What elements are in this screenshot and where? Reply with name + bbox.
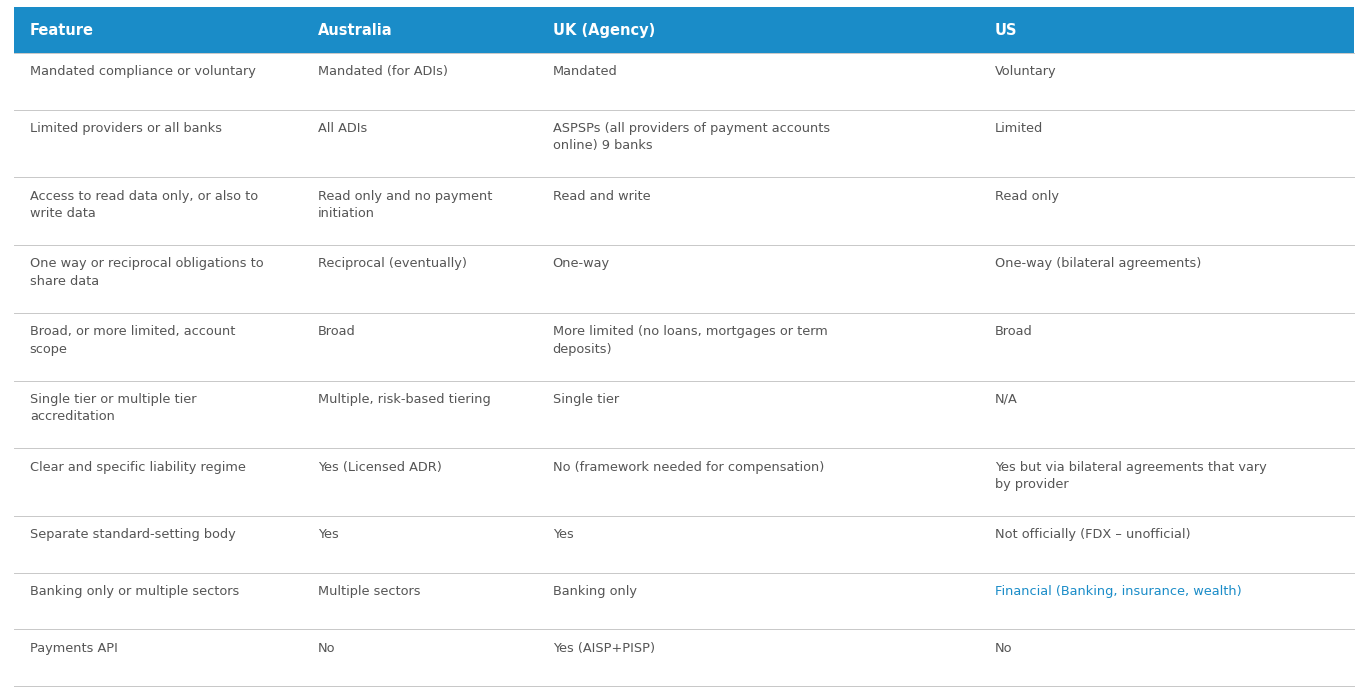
Bar (14, 313, 1354, 380)
Text: Separate standard-setting body: Separate standard-setting body (30, 528, 235, 541)
Text: Mandated (for ADIs): Mandated (for ADIs) (317, 65, 447, 78)
Text: N/A: N/A (995, 393, 1018, 406)
Text: All ADIs: All ADIs (317, 122, 367, 135)
Text: One-way (bilateral agreements): One-way (bilateral agreements) (995, 257, 1201, 270)
Text: Read only: Read only (995, 190, 1059, 203)
Text: Broad: Broad (995, 325, 1033, 338)
Text: Voluntary: Voluntary (995, 65, 1056, 78)
Text: Multiple, risk-based tiering: Multiple, risk-based tiering (317, 393, 491, 406)
Text: Yes (Licensed ADR): Yes (Licensed ADR) (317, 461, 442, 473)
Text: Read and write: Read and write (553, 190, 650, 203)
Text: Mandated compliance or voluntary: Mandated compliance or voluntary (30, 65, 256, 78)
Bar (14, 572, 1354, 629)
Bar (14, 7, 1354, 53)
Text: Clear and specific liability regime: Clear and specific liability regime (30, 461, 246, 473)
Text: No (framework needed for compensation): No (framework needed for compensation) (553, 461, 824, 473)
Text: No: No (995, 642, 1012, 655)
Bar (14, 53, 1354, 109)
Text: Feature: Feature (30, 22, 94, 37)
Bar (14, 245, 1354, 313)
Text: Yes but via bilateral agreements that vary
by provider: Yes but via bilateral agreements that va… (995, 461, 1267, 491)
Text: Yes (AISP+PISP): Yes (AISP+PISP) (553, 642, 655, 655)
Text: Single tier or multiple tier
accreditation: Single tier or multiple tier accreditati… (30, 393, 196, 423)
Text: Single tier: Single tier (553, 393, 618, 406)
Text: Limited: Limited (995, 122, 1044, 135)
Text: Not officially (FDX – unofficial): Not officially (FDX – unofficial) (995, 528, 1190, 541)
Text: One-way: One-way (553, 257, 610, 270)
Text: Yes: Yes (317, 528, 339, 541)
Text: Limited providers or all banks: Limited providers or all banks (30, 122, 222, 135)
Text: Australia: Australia (317, 22, 393, 37)
Text: ASPSPs (all providers of payment accounts
online) 9 banks: ASPSPs (all providers of payment account… (553, 122, 830, 152)
Text: Reciprocal (eventually): Reciprocal (eventually) (317, 257, 466, 270)
Bar (14, 177, 1354, 245)
Text: Financial (Banking, insurance, wealth): Financial (Banking, insurance, wealth) (995, 585, 1242, 598)
Bar (14, 629, 1354, 686)
Bar (14, 380, 1354, 448)
Text: US: US (995, 22, 1018, 37)
Bar (14, 109, 1354, 177)
Text: Read only and no payment
initiation: Read only and no payment initiation (317, 190, 492, 220)
Text: Access to read data only, or also to
write data: Access to read data only, or also to wri… (30, 190, 259, 220)
Text: More limited (no loans, mortgages or term
deposits): More limited (no loans, mortgages or ter… (553, 325, 828, 356)
Text: Multiple sectors: Multiple sectors (317, 585, 420, 598)
Text: Broad: Broad (317, 325, 356, 338)
Bar (14, 448, 1354, 516)
Text: Payments API: Payments API (30, 642, 118, 655)
Text: Banking only: Banking only (553, 585, 636, 598)
Bar (14, 516, 1354, 572)
Text: One way or reciprocal obligations to
share data: One way or reciprocal obligations to sha… (30, 257, 264, 288)
Text: Yes: Yes (553, 528, 573, 541)
Text: No: No (317, 642, 335, 655)
Text: Broad, or more limited, account
scope: Broad, or more limited, account scope (30, 325, 235, 356)
Text: Mandated: Mandated (553, 65, 617, 78)
Text: Banking only or multiple sectors: Banking only or multiple sectors (30, 585, 239, 598)
Text: UK (Agency): UK (Agency) (553, 22, 655, 37)
